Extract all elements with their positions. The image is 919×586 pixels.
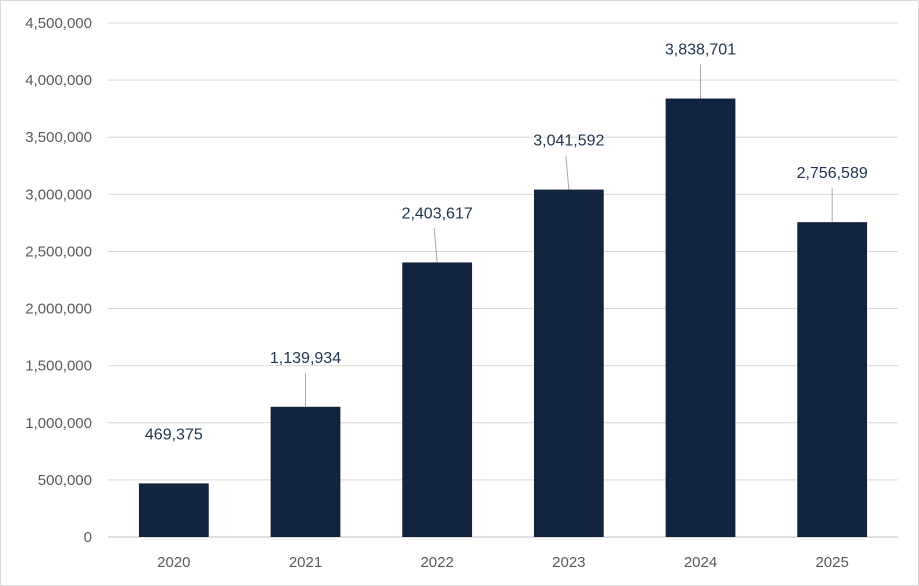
leader-lines bbox=[305, 64, 833, 407]
y-tick-label: 0 bbox=[84, 529, 92, 546]
data-labels: 469,375 1,139,934 2,403,617 3,041,592 3,838,… bbox=[145, 42, 868, 444]
y-tick-label: 2,500,000 bbox=[25, 243, 92, 260]
leader-line bbox=[565, 155, 570, 190]
bar bbox=[138, 483, 209, 537]
y-tick-label: 4,000,000 bbox=[25, 72, 92, 89]
x-tick-label: 2022 bbox=[420, 554, 453, 571]
x-tick-label: 2023 bbox=[552, 554, 585, 571]
data-label: 1,139,934 bbox=[270, 350, 341, 367]
bar bbox=[665, 98, 736, 538]
x-tick-label: 2020 bbox=[157, 554, 190, 571]
y-tick-label: 500,000 bbox=[38, 472, 92, 489]
x-tick-label: 2024 bbox=[684, 554, 717, 571]
bar bbox=[402, 262, 473, 537]
data-label: 2,403,617 bbox=[402, 205, 473, 222]
y-tick-label: 3,500,000 bbox=[25, 129, 92, 146]
x-axis-ticks: 2020 2021 2022 2023 2024 2025 bbox=[157, 554, 849, 571]
y-tick-label: 4,500,000 bbox=[25, 15, 92, 32]
data-label: 3,838,701 bbox=[665, 42, 736, 59]
x-tick-label: 2021 bbox=[289, 554, 322, 571]
data-label: 2,756,589 bbox=[797, 165, 868, 182]
y-tick-label: 3,000,000 bbox=[25, 186, 92, 203]
leader-line bbox=[433, 228, 438, 263]
bar bbox=[797, 222, 868, 537]
gridlines bbox=[108, 22, 898, 538]
y-axis-ticks: 0 500,000 1,000,000 1,500,000 2,000,000 2,500… bbox=[25, 15, 92, 546]
y-tick-label: 2,000,000 bbox=[25, 301, 92, 318]
y-tick-label: 1,000,000 bbox=[25, 415, 92, 432]
x-tick-label: 2025 bbox=[815, 554, 848, 571]
bar bbox=[270, 406, 341, 537]
data-label: 3,041,592 bbox=[533, 133, 604, 150]
bars bbox=[138, 98, 868, 538]
y-tick-label: 1,500,000 bbox=[25, 358, 92, 375]
bar bbox=[533, 189, 604, 538]
data-label: 469,375 bbox=[145, 426, 203, 443]
